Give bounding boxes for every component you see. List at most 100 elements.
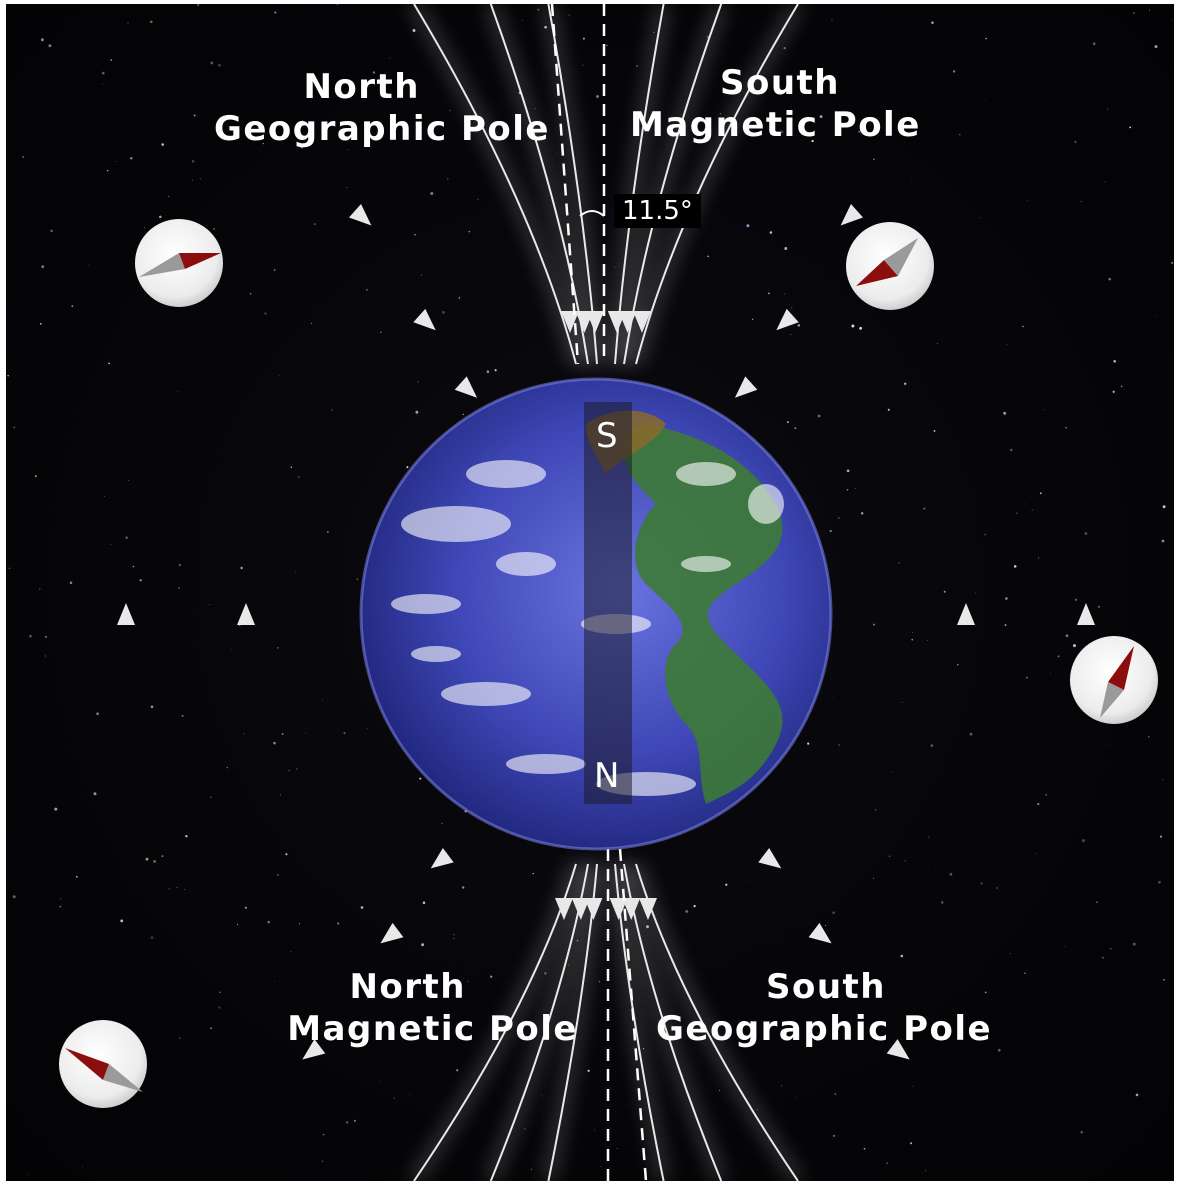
star [357,579,358,580]
star [616,1148,617,1149]
star [94,792,97,795]
star [1010,953,1011,954]
star [1066,634,1069,637]
star [168,888,169,889]
star [161,855,163,857]
star [911,178,912,179]
star [35,475,37,477]
star [1129,127,1131,129]
star [441,823,443,825]
star [140,579,142,581]
star [209,604,210,605]
star [1136,1094,1139,1097]
star [685,910,688,913]
star [855,488,856,489]
star [227,767,228,768]
star [179,564,181,566]
star [194,114,196,116]
star [594,1130,595,1131]
magnet-south-letter: S [596,416,618,456]
star [1007,344,1008,345]
star [39,588,41,590]
star [825,925,826,926]
star [1065,427,1067,429]
star [1036,853,1037,854]
star [794,427,796,429]
star [459,297,460,298]
star [96,712,99,715]
star [406,466,408,468]
star [998,1049,1001,1052]
star [150,21,153,24]
star [344,732,346,734]
label-north-geographic-pole-top: North Geographic Pole [214,66,550,150]
star [798,324,801,327]
star [851,325,854,328]
star [1058,655,1060,657]
star [130,157,132,159]
star [1074,141,1076,143]
star [421,943,424,946]
star [288,770,290,772]
star [707,255,709,257]
star [646,925,649,928]
star [22,156,23,157]
star [1040,492,1042,494]
star [70,582,73,585]
star [219,992,220,993]
star [913,1086,914,1087]
star [280,794,281,795]
star [469,231,471,233]
star [273,742,276,745]
label-line1: North [287,966,578,1008]
star [192,180,193,181]
star [274,11,276,13]
label-line2: Magnetic Pole [287,1008,578,1050]
star [120,919,123,922]
star [277,647,278,648]
star [48,44,51,47]
star [415,411,418,414]
star [1163,979,1165,981]
star [1172,20,1173,21]
star [935,869,936,870]
star [911,639,912,640]
star [615,267,616,268]
star [749,880,750,881]
star [833,697,834,698]
star [1113,391,1115,393]
star [133,566,135,568]
star [13,895,16,898]
star [790,334,791,335]
star [901,955,904,958]
star [1096,901,1098,903]
star [314,223,316,225]
star [179,1038,180,1039]
star [240,567,242,569]
star [421,274,422,275]
magnetic-field-diagram: S N North Geographic Pole South Magnetic… [6,4,1174,1181]
star [1005,597,1008,600]
star [1064,946,1065,947]
star [1075,599,1077,601]
star [159,216,162,219]
star [1085,532,1088,535]
star [784,247,787,250]
star [210,797,211,798]
star [985,38,986,39]
star [177,391,178,392]
star [847,469,850,472]
star [1024,972,1026,974]
star [1046,794,1047,795]
star [1037,803,1039,805]
star [29,635,32,638]
star [934,430,936,432]
star [1158,881,1161,884]
star [366,289,368,291]
star [1171,262,1173,264]
star [264,312,266,314]
star [582,65,583,66]
star [912,632,913,633]
star [453,934,454,935]
star [931,744,934,747]
